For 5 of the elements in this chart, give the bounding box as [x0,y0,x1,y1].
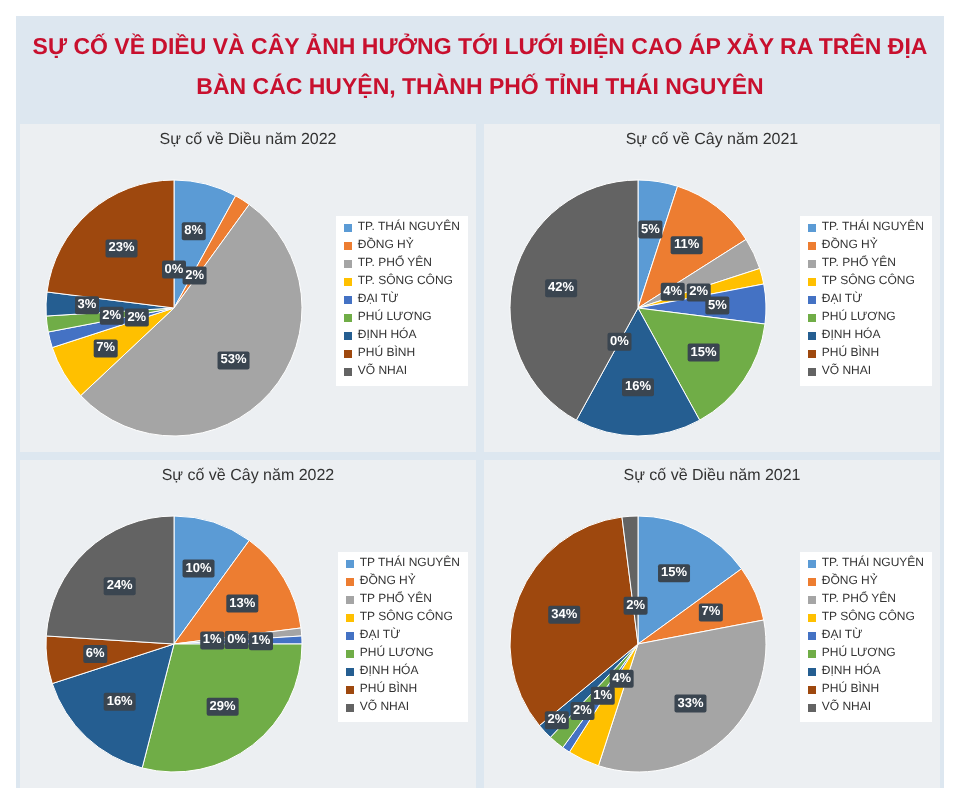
text: SỰ CỐ VỀ DIỀU VÀ CÂY ẢNH HƯỞNG TỚI LƯỚI ĐIỆN CAO ÁP XẢY RA TRÊN ĐỊA BÀN CÁC HUYỆN, THÀNH PHỐ TỈNH THÁI NGUYÊN [30,31,930,104]
chart-title: Sự cố về Cây năm 2022 [159,466,337,488]
chart-title: Sự cố về Diều năm 2021 [621,466,803,488]
chart-title: Sự cố về Diều năm 2022 [157,130,339,152]
chart-title: Sự cố về Cây năm 2021 [623,130,801,152]
